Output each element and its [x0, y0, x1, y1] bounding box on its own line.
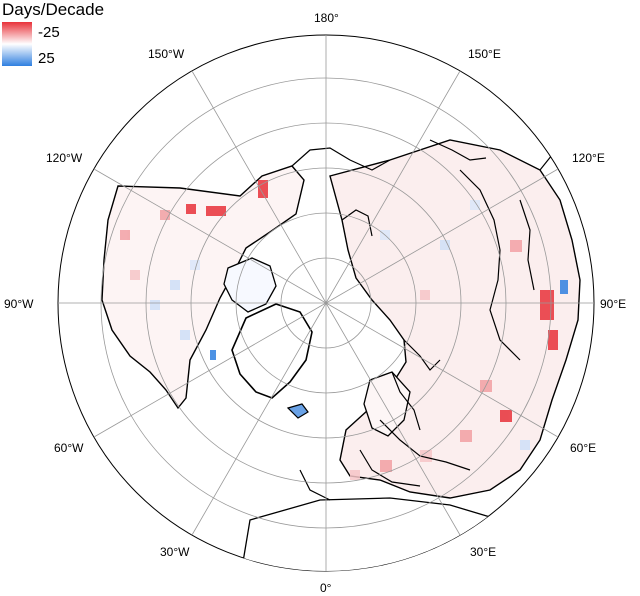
legend-min-label: -25 [38, 24, 60, 41]
meridian-labels: 180° 150°E 120°E 90°E 60°E 30°E 0° 30°W … [4, 11, 626, 595]
meridian-lines [58, 35, 594, 571]
label-90w: 90°W [4, 297, 34, 311]
label-60w: 60°W [54, 441, 84, 455]
land-masses [101, 139, 581, 571]
label-30e: 30°E [470, 545, 496, 559]
label-180: 180° [314, 11, 339, 25]
legend-title: Days/Decade [2, 0, 105, 19]
label-0: 0° [320, 581, 332, 595]
label-60e: 60°E [570, 441, 596, 455]
label-150e: 150°E [468, 47, 501, 61]
north-america-land [101, 165, 305, 410]
anomaly-cells [120, 180, 568, 480]
coastlines [291, 139, 571, 501]
label-90e: 90°E [600, 297, 626, 311]
label-120w: 120°W [46, 151, 83, 165]
legend-color-bar [2, 22, 32, 66]
label-30w: 30°W [160, 545, 190, 559]
arctic-islands [223, 257, 277, 313]
greenland-land [231, 303, 313, 399]
legend-max-label: 25 [38, 50, 55, 67]
iceland-land [286, 403, 309, 419]
label-150w: 150°W [148, 47, 185, 61]
label-120e: 120°E [572, 151, 605, 165]
